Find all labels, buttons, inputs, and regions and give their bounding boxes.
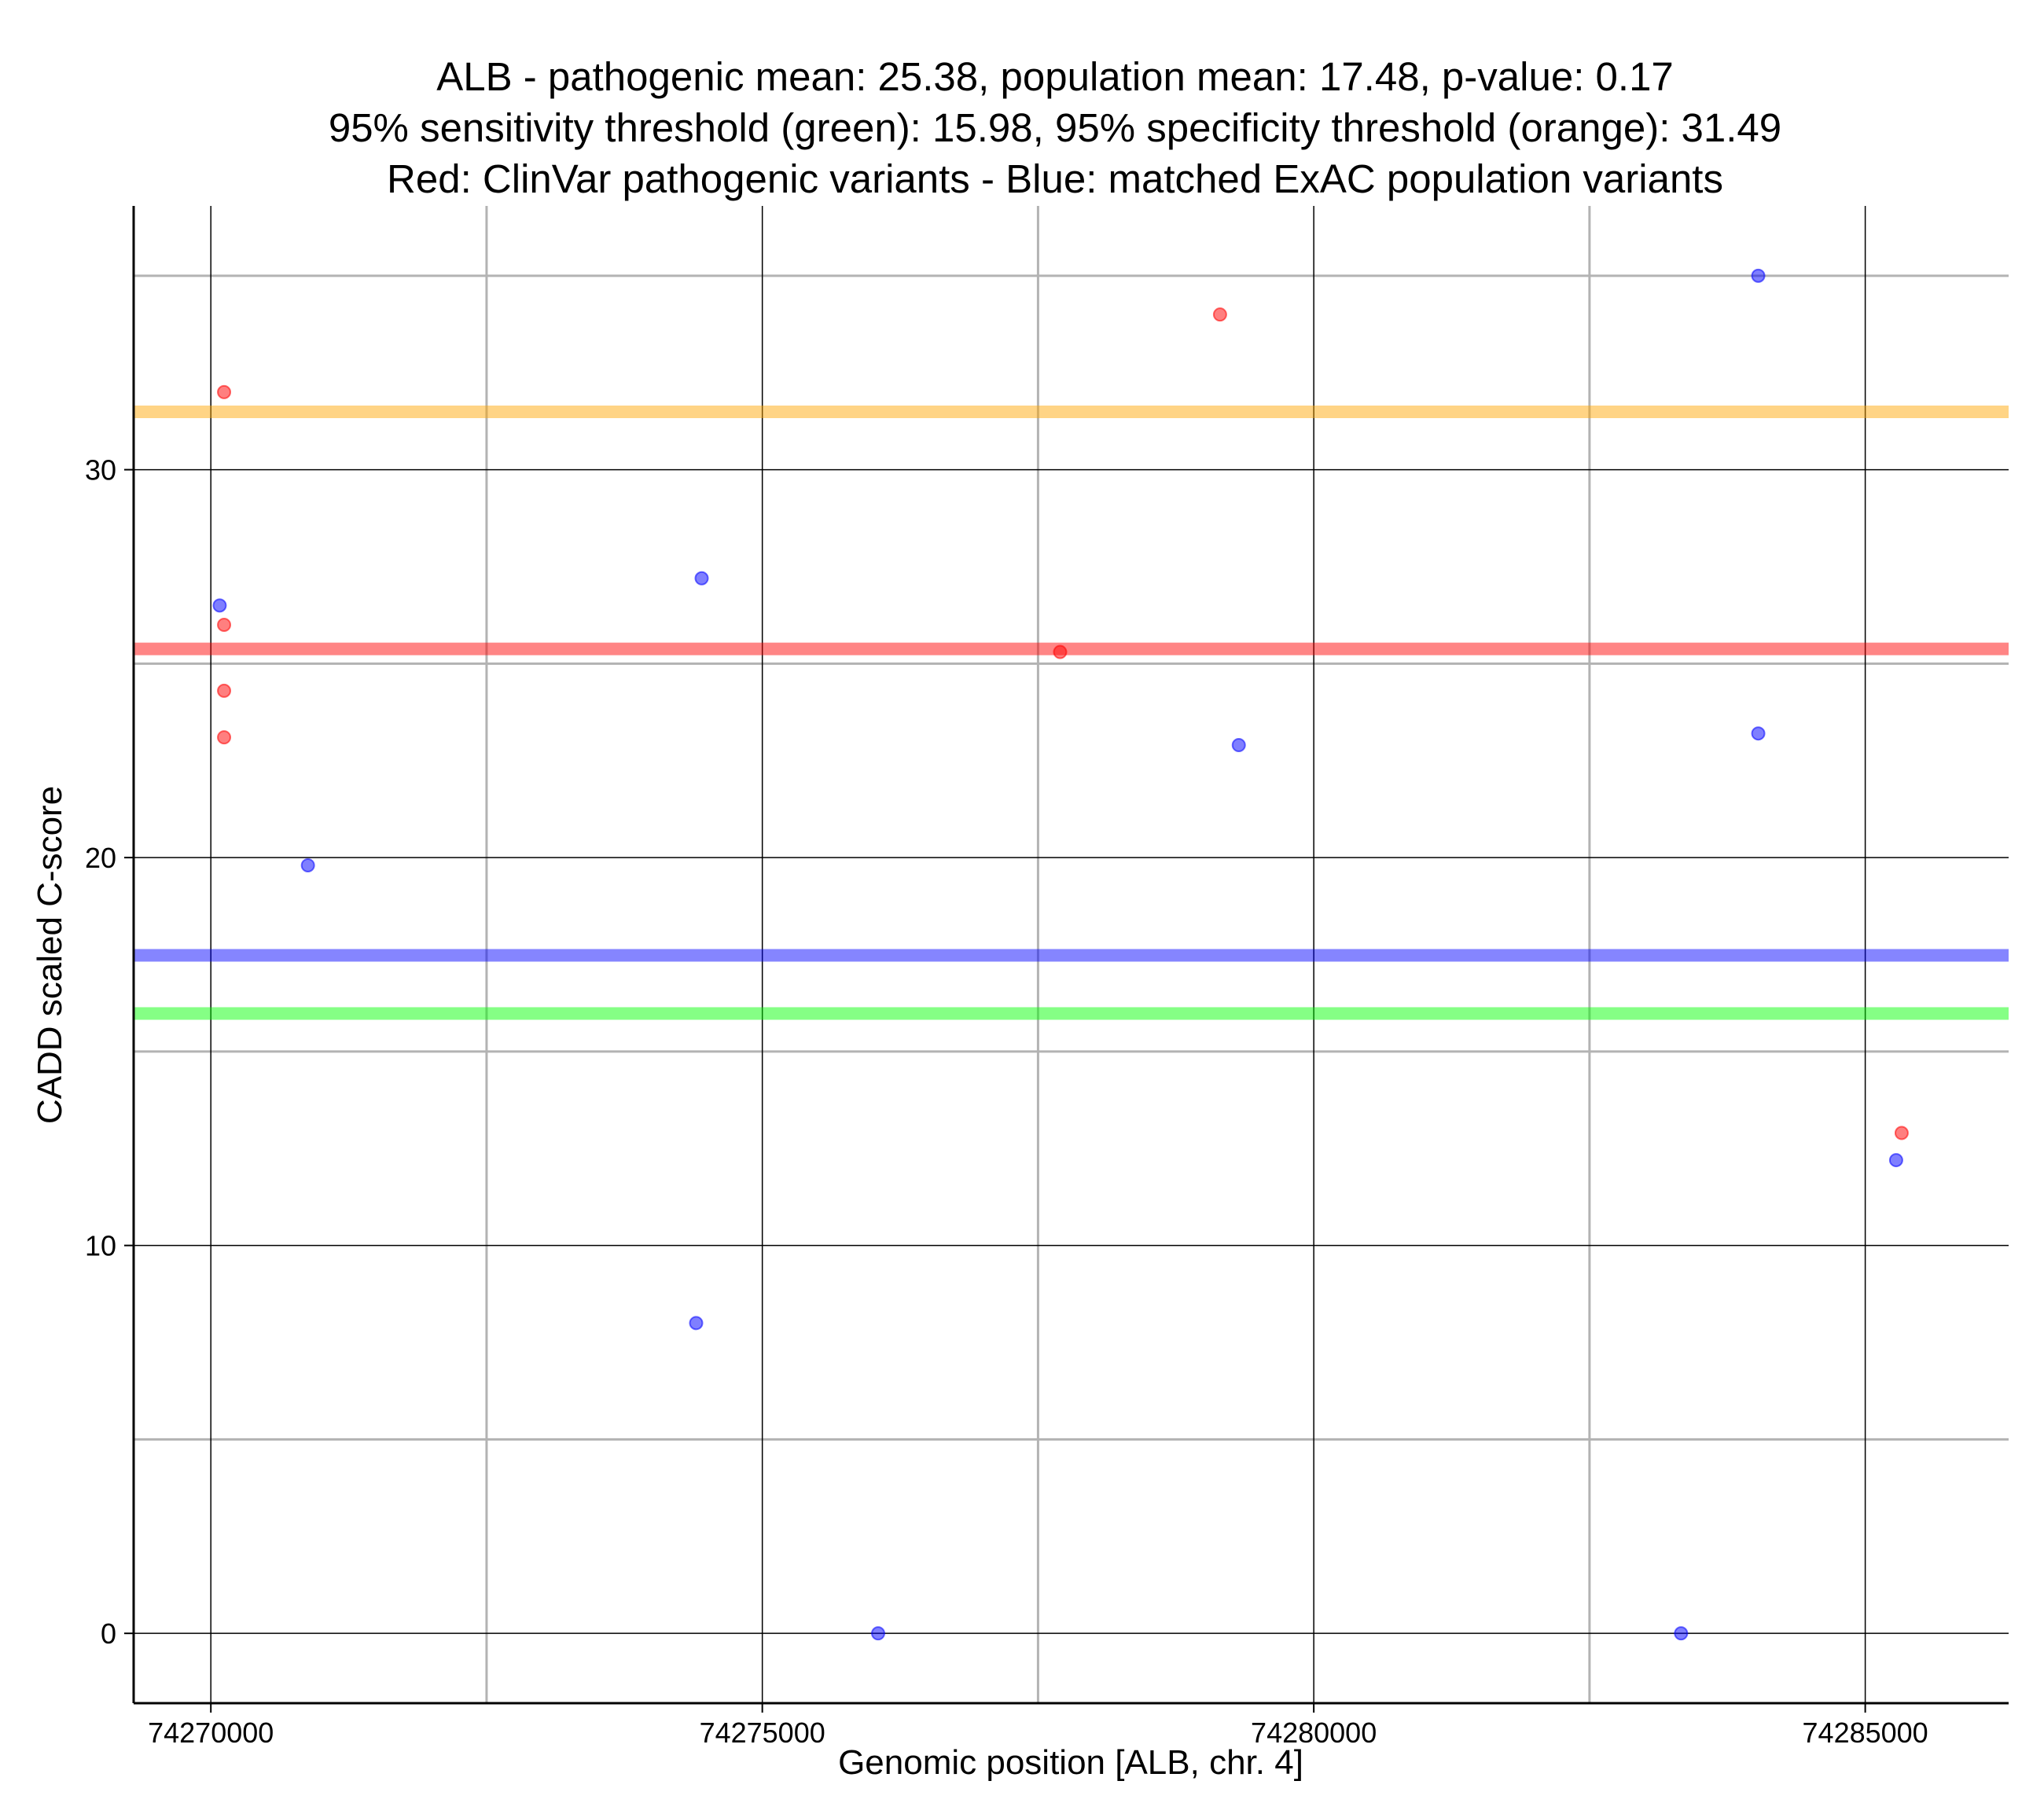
threshold-lines [134,406,2009,1020]
pathogenic-point-2 [217,683,232,698]
y-tick-label-2: 20 [85,842,116,874]
x-tick-label-3: 74285000 [1803,1717,1928,1749]
x-axis-title: Genomic position [ALB, chr. 4] [838,1743,1303,1782]
pathogenic-point-5 [1212,307,1227,322]
pathogenic-point-3 [217,730,232,745]
y-axis-title: CADD scaled C-score [31,786,69,1124]
population-point-6 [1674,1626,1689,1641]
population-point-7 [1751,268,1766,283]
title-line-1: ALB - pathogenic mean: 25.38, population… [436,54,1674,99]
chart-title: ALB - pathogenic mean: 25.38, population… [329,54,1781,201]
population-point-5 [1231,737,1246,752]
population-point-4 [870,1626,885,1641]
population-point-1 [300,857,315,872]
data-points [212,268,1909,1641]
y-tick-label-0: 0 [101,1618,116,1650]
y-axis-ticks: 0 10 20 30 [85,454,134,1650]
x-tick-label-2: 74280000 [1251,1717,1377,1749]
y-tick-label-3: 30 [85,454,116,487]
axes [132,206,2009,1705]
title-line-2: 95% sensitivity threshold (green): 15.98… [329,105,1781,150]
population-point-3 [689,1316,704,1331]
y-tick-label-1: 10 [85,1230,116,1262]
x-tick-label-0: 74270000 [148,1717,274,1749]
pathogenic-point-0 [217,384,232,399]
pathogenic-point-4 [1053,644,1068,659]
population-point-9 [1888,1153,1903,1168]
population-point-0 [212,598,227,613]
major-gridlines [134,206,2009,1703]
title-line-3: Red: ClinVar pathogenic variants - Blue:… [387,156,1723,201]
population-point-8 [1751,726,1766,741]
x-axis-ticks: 74270000 74275000 74280000 74285000 [148,1703,1928,1749]
x-tick-label-1: 74275000 [700,1717,825,1749]
pathogenic-point-6 [1894,1125,1909,1140]
pathogenic-point-1 [217,618,232,633]
population-point-2 [694,571,709,586]
minor-gridlines [134,206,2009,1703]
